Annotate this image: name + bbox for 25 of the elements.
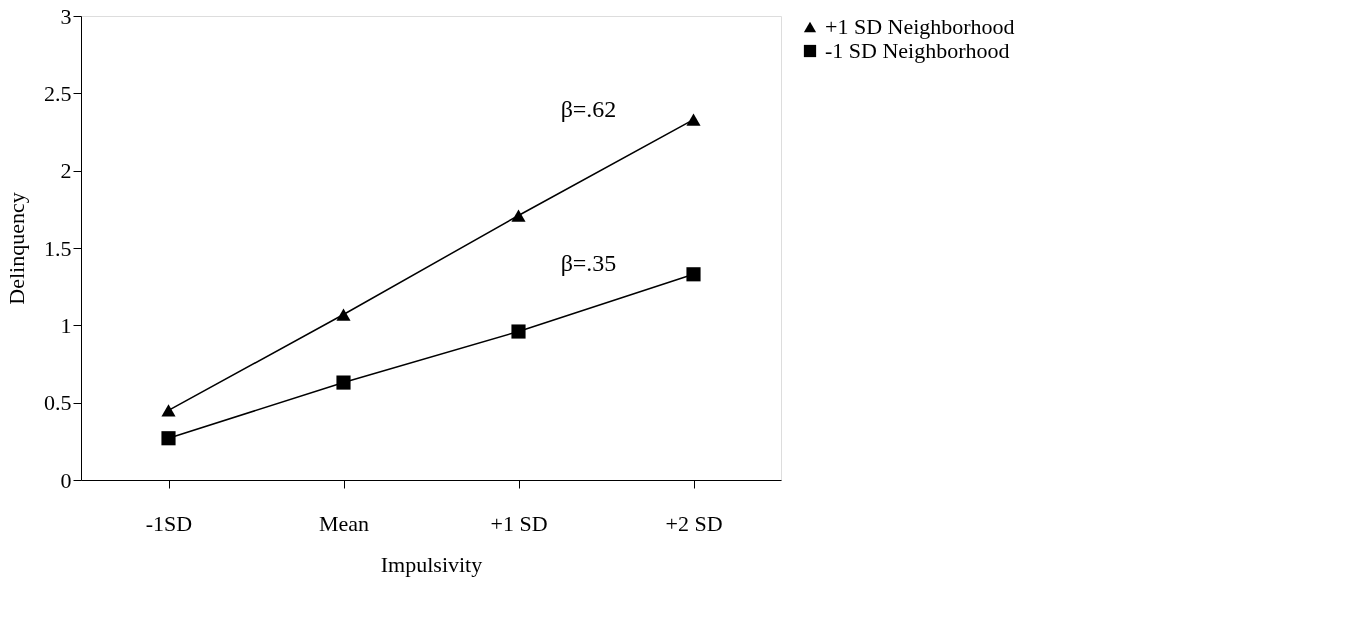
x-tick-label: +2 SD — [665, 510, 723, 536]
annotation: β=.35 — [560, 250, 617, 277]
point — [161, 404, 176, 417]
annotation: β=.62 — [560, 95, 617, 122]
y-tick-label: 0 — [60, 467, 72, 493]
point — [336, 308, 351, 321]
y-tick-label: 2 — [60, 158, 72, 184]
y-tick-label: 3 — [60, 3, 72, 29]
y-axis-title: Delinquency — [4, 192, 29, 305]
x-tick-label: Mean — [318, 510, 370, 536]
x-tick-label: -1SD — [145, 510, 193, 536]
point — [336, 375, 351, 390]
y-tick-label: 0.5 — [44, 390, 72, 416]
point — [511, 324, 526, 339]
legend-label: -1 SD Neighborhood — [825, 38, 1010, 63]
x-axis-title: Impulsivity — [380, 551, 483, 577]
point — [686, 267, 701, 282]
point — [161, 431, 176, 446]
legend-label: +1 SD Neighborhood — [825, 14, 1015, 39]
y-tick-label: 2.5 — [44, 80, 72, 106]
y-tick-label: 1 — [60, 312, 72, 338]
y-tick-label: 1.5 — [44, 235, 72, 261]
x-tick-label: +1 SD — [490, 510, 548, 536]
point — [511, 209, 526, 222]
point — [686, 113, 701, 126]
